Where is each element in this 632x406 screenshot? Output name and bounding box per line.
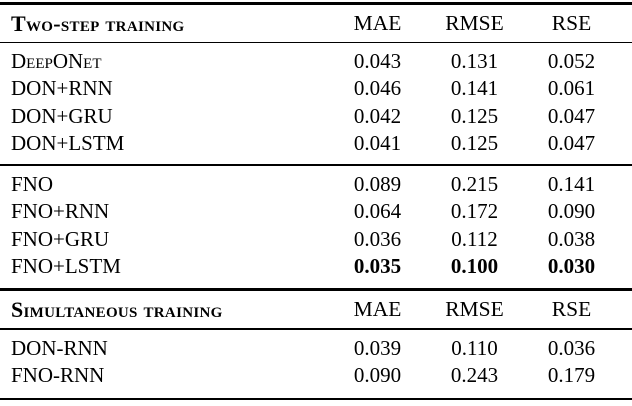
row-label: DON+GRU (11, 103, 113, 128)
rmse-value: 0.243 (450, 363, 499, 388)
mae-value: 0.089 (353, 171, 402, 196)
mae-value: 0.064 (353, 199, 402, 224)
table-row-fno: FNO 0.089 0.215 0.141 (0, 171, 632, 198)
rse-value: 0.038 (547, 226, 596, 251)
mae-value: 0.039 (353, 335, 402, 360)
rmse-value: 0.215 (450, 171, 499, 196)
rse-value: 0.090 (547, 199, 596, 224)
table-row-don-rnn-sim: DON-RNN 0.039 0.110 0.036 (0, 335, 632, 362)
row-label: FNO (11, 171, 54, 196)
right-gutter (620, 75, 632, 102)
column-header-rmse: RMSE (445, 10, 504, 35)
mae-value: 0.036 (353, 226, 402, 251)
rse-value: 0.047 (547, 103, 596, 128)
rse-value: 0.052 (547, 48, 596, 73)
row-label: FNO+RNN (11, 199, 110, 224)
right-gutter (620, 130, 632, 157)
header1-rule (0, 41, 632, 43)
rmse-value-best: 0.100 (450, 254, 499, 279)
rmse-value: 0.131 (450, 48, 499, 73)
mae-value: 0.046 (353, 76, 402, 101)
table-row-don-gru: DON+GRU 0.042 0.125 0.047 (0, 103, 632, 130)
mae-value: 0.043 (353, 48, 402, 73)
rmse-value: 0.112 (451, 226, 498, 251)
table-row-fno-rnn: FNO+RNN 0.064 0.172 0.090 (0, 198, 632, 225)
section-title-simultaneous: Simultaneous training (11, 296, 223, 322)
row-label: DON+LSTM (11, 131, 125, 156)
simultaneous-group: DON-RNN 0.039 0.110 0.036 FNO-RNN 0.090 … (0, 330, 632, 398)
right-gutter (620, 335, 632, 362)
row-label: FNO+GRU (11, 226, 110, 251)
table-row-deeponet: DeepONet 0.043 0.131 0.052 (0, 48, 632, 75)
rse-value: 0.061 (547, 76, 596, 101)
rmse-value: 0.125 (450, 103, 499, 128)
right-gutter (620, 198, 632, 225)
right-gutter (620, 171, 632, 198)
column-header-mae: MAE (353, 10, 402, 35)
row-label: FNO-RNN (11, 363, 105, 388)
table-row-don-lstm: DON+LSTM 0.041 0.125 0.047 (0, 130, 632, 157)
mae-value: 0.041 (353, 131, 402, 156)
row-label: DON+RNN (11, 76, 113, 101)
rmse-value: 0.110 (451, 335, 498, 360)
right-gutter (620, 5, 632, 42)
right-gutter (620, 253, 632, 280)
column-header-rse: RSE (551, 10, 592, 35)
mae-value-best: 0.035 (353, 254, 402, 279)
right-gutter (620, 226, 632, 253)
fno-group: FNO 0.089 0.215 0.141 FNO+RNN 0.064 0.17… (0, 166, 632, 289)
row-label: FNO+LSTM (11, 254, 121, 279)
table-row-don-rnn: DON+RNN 0.046 0.141 0.061 (0, 75, 632, 102)
right-gutter (620, 48, 632, 75)
rse-value-best: 0.030 (547, 254, 596, 279)
table1-header-row: Two-step training MAE RMSE RSE (0, 5, 632, 42)
rmse-value: 0.125 (450, 131, 499, 156)
section-separator-rule (0, 288, 632, 291)
rmse-value: 0.172 (450, 199, 499, 224)
right-gutter (620, 291, 632, 329)
rse-value: 0.036 (547, 335, 596, 360)
right-gutter (620, 362, 632, 389)
table2-header-row: Simultaneous training MAE RMSE RSE (0, 291, 632, 329)
bottom-rule (0, 397, 632, 401)
rse-value: 0.141 (547, 171, 596, 196)
row-label: DeepONet (11, 48, 102, 73)
top-rule (0, 2, 632, 5)
column-header-mae: MAE (353, 296, 402, 321)
mae-value: 0.090 (353, 363, 402, 388)
table-row-fno-lstm: FNO+LSTM 0.035 0.100 0.030 (0, 253, 632, 280)
header2-rule (0, 328, 632, 330)
group-separator-rule (0, 164, 632, 166)
rse-value: 0.179 (547, 363, 596, 388)
right-gutter (620, 103, 632, 130)
column-header-rse: RSE (551, 296, 592, 321)
row-label: DON-RNN (11, 335, 108, 360)
rmse-value: 0.141 (450, 76, 499, 101)
don-group: DeepONet 0.043 0.131 0.052 DON+RNN 0.046… (0, 43, 632, 165)
mae-value: 0.042 (353, 103, 402, 128)
column-header-rmse: RMSE (445, 296, 504, 321)
section-title-two-step: Two-step training (11, 10, 185, 36)
table-row-fno-gru: FNO+GRU 0.036 0.112 0.038 (0, 226, 632, 253)
rse-value: 0.047 (547, 131, 596, 156)
table-row-fno-rnn-sim: FNO-RNN 0.090 0.243 0.179 (0, 362, 632, 389)
